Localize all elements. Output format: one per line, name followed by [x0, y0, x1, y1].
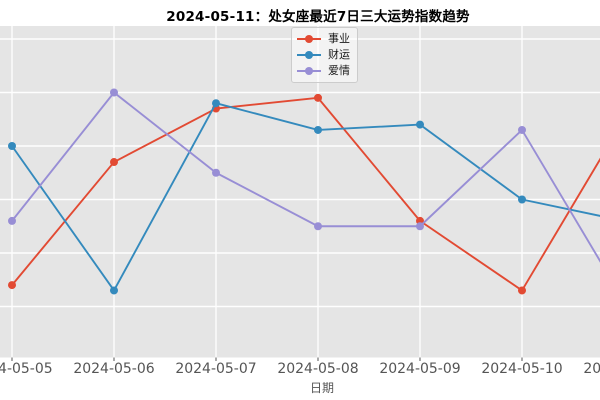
data-point-2-0	[8, 216, 16, 225]
data-point-1-3	[314, 125, 322, 134]
legend-item-wealth: 财运	[297, 47, 350, 62]
data-point-2-5	[518, 125, 526, 134]
line-dot-marker-icon	[297, 66, 321, 76]
data-point-1-0	[8, 142, 16, 150]
data-point-1-2	[212, 99, 220, 108]
line-dot-marker-icon	[297, 34, 321, 44]
data-point-1-4	[416, 120, 424, 129]
line-dot-marker-icon	[297, 50, 321, 60]
legend-label-wealth: 财运	[328, 48, 350, 61]
data-point-2-3	[314, 222, 322, 231]
legend-label-love: 爱情	[328, 64, 350, 77]
data-point-1-1	[110, 286, 118, 295]
data-point-0-0	[8, 281, 16, 290]
x-tick-label: 2024-05-06	[73, 361, 155, 377]
legend-item-career: 事业	[297, 31, 350, 46]
legend-item-love: 爱情	[297, 63, 350, 78]
x-axis-title: 日期	[309, 381, 335, 395]
data-point-2-1	[110, 88, 118, 97]
data-point-2-2	[212, 168, 220, 177]
data-point-1-5	[518, 195, 526, 204]
x-tick-label: 2024-05-11	[583, 361, 600, 377]
x-tick-label: 2024-05-08	[277, 361, 359, 377]
x-tick-label: 2024-05-10	[481, 361, 563, 377]
data-point-2-4	[416, 222, 424, 231]
data-point-0-1	[110, 158, 118, 167]
data-point-0-3	[314, 93, 322, 102]
chart-legend: 事业 财运 爱情	[291, 27, 358, 83]
x-tick-label: 2024-05-09	[379, 361, 461, 377]
legend-label-career: 事业	[328, 32, 350, 45]
x-tick-label: 2024-05-05	[0, 361, 53, 377]
data-point-0-5	[518, 286, 526, 295]
chart-title: 2024-05-11：处女座最近7日三大运势指数趋势	[166, 9, 470, 25]
x-tick-label: 2024-05-07	[175, 361, 257, 377]
